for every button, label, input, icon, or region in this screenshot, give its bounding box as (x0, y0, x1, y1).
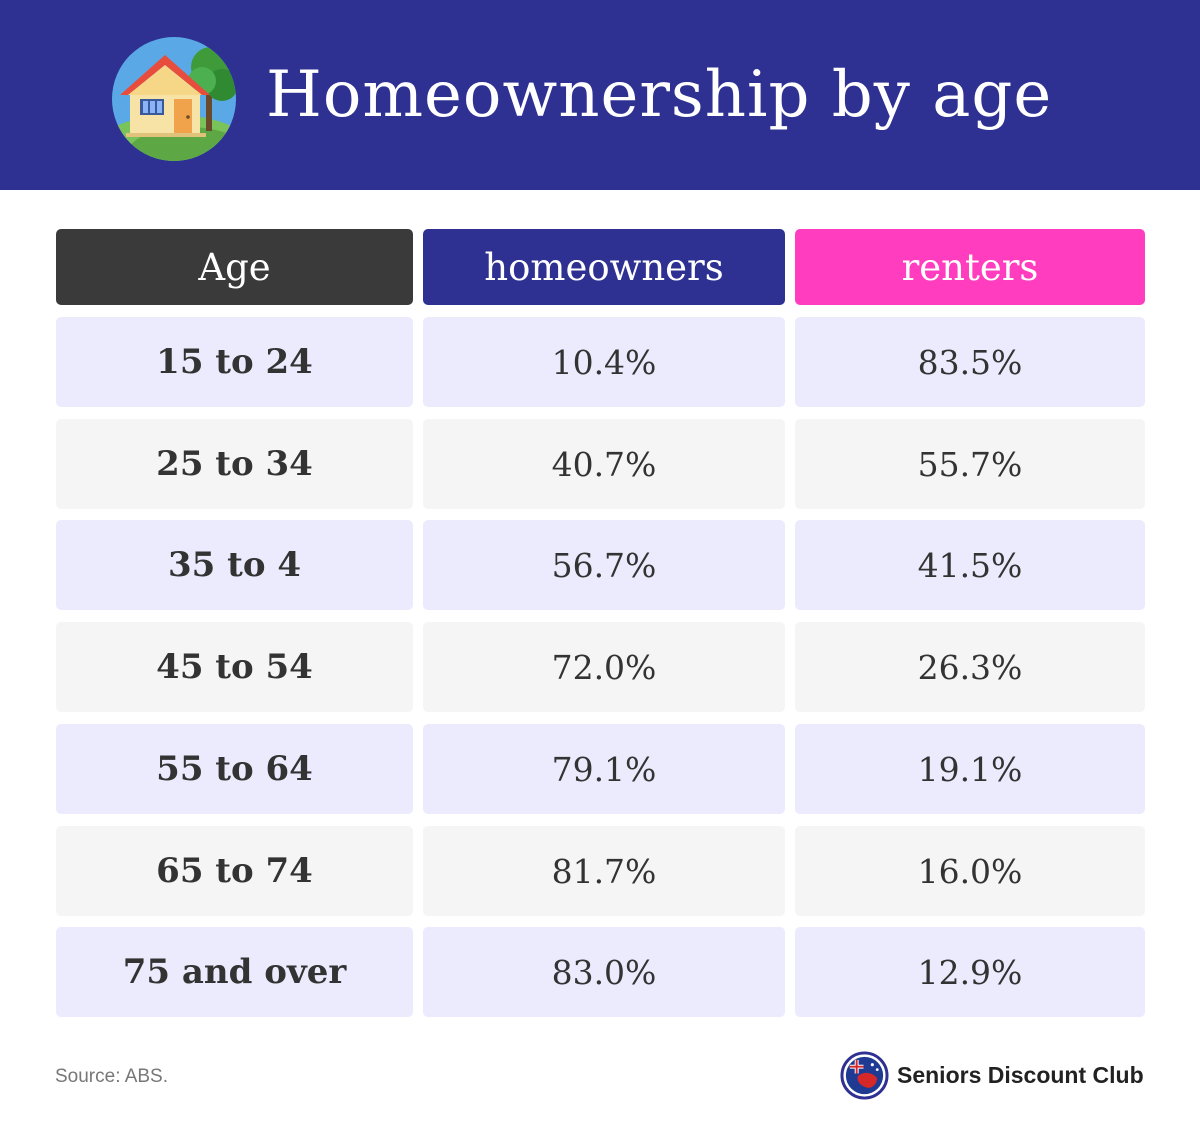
homeowners-cell: 72.0% (423, 622, 785, 712)
age-cell: 25 to 34 (56, 419, 413, 509)
age-cell: 45 to 54 (56, 622, 413, 712)
homeowners-cell: 79.1% (423, 724, 785, 814)
age-cell: 35 to 4 (56, 520, 413, 610)
homeowners-cell: 10.4% (423, 317, 785, 407)
column-header-age: Age (56, 229, 413, 305)
renters-cell: 55.7% (795, 419, 1145, 509)
age-cell: 15 to 24 (56, 317, 413, 407)
header-banner: Homeownership by age (0, 0, 1200, 190)
homeowners-cell: 81.7% (423, 826, 785, 916)
homeowners-cell: 83.0% (423, 927, 785, 1017)
age-cell: 75 and over (56, 927, 413, 1017)
renters-cell: 26.3% (795, 622, 1145, 712)
column-header-homeowners: homeowners (423, 229, 785, 305)
source-note: Source: ABS. (55, 1066, 169, 1087)
house-with-tree-icon (112, 37, 236, 161)
renters-cell: 12.9% (795, 927, 1145, 1017)
column-header-renters: renters (795, 229, 1145, 305)
homeowners-cell: 56.7% (423, 520, 785, 610)
age-cell: 65 to 74 (56, 826, 413, 916)
renters-cell: 41.5% (795, 520, 1145, 610)
renters-cell: 19.1% (795, 724, 1145, 814)
brand-name: Seniors Discount Club (897, 1062, 1144, 1088)
renters-cell: 83.5% (795, 317, 1145, 407)
australia-flag-icon (840, 1051, 889, 1100)
renters-cell: 16.0% (795, 826, 1145, 916)
page-title: Homeownership by age (266, 58, 1053, 132)
homeowners-cell: 40.7% (423, 419, 785, 509)
age-cell: 55 to 64 (56, 724, 413, 814)
